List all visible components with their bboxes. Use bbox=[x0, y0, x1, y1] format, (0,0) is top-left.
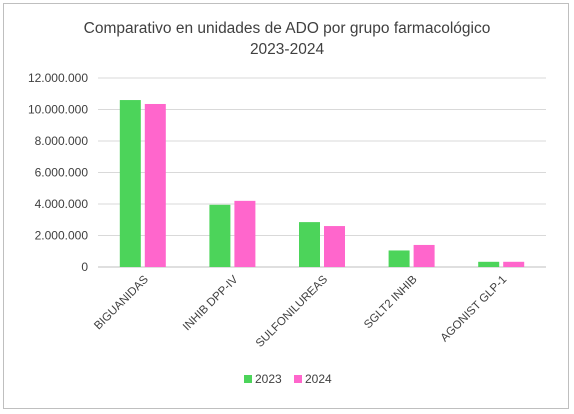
y-tick-label: 4.000.000 bbox=[35, 197, 89, 211]
bar-2023-sglt2-inhib bbox=[388, 250, 410, 267]
x-category-label: SULFONILUREAS bbox=[254, 273, 330, 349]
x-axis-category-labels: BIGUANIDAS INHIB DPP-IV SULFONILUREAS SGLT2… bbox=[92, 273, 509, 349]
bars bbox=[119, 100, 525, 267]
x-category-label: AGONIST GLP-1 bbox=[439, 274, 510, 345]
y-tick-label: 12.000.000 bbox=[28, 71, 88, 85]
bar-2024-sglt2-inhib bbox=[413, 244, 435, 267]
chart-title-line-2: 2023-2024 bbox=[250, 41, 325, 58]
legend: 2023 2024 bbox=[244, 372, 332, 386]
y-axis-tick-labels: 0 2.000.000 4.000.000 6.000.000 8.000.000 10.… bbox=[28, 71, 88, 274]
bar-2024-sulfonilureas bbox=[324, 226, 345, 267]
bar-2024-agonist-glp-1 bbox=[503, 261, 525, 267]
y-tick-label: 10.000.000 bbox=[28, 103, 88, 117]
bar-2023-sulfonilureas bbox=[299, 222, 320, 267]
bar-2023-biguanidas bbox=[119, 100, 141, 267]
y-tick-label: 2.000.000 bbox=[35, 229, 89, 243]
chart-frame bbox=[3, 3, 569, 409]
legend-label-2023: 2023 bbox=[255, 372, 282, 386]
legend-label-2024: 2024 bbox=[305, 372, 332, 386]
bar-2023-agonist-glp-1 bbox=[478, 261, 500, 267]
x-category-label: BIGUANIDAS bbox=[92, 273, 151, 332]
legend-swatch-2023 bbox=[244, 375, 252, 383]
y-tick-label: 0 bbox=[81, 260, 88, 274]
bar-2024-inhib-dpp-iv bbox=[234, 200, 256, 267]
y-tick-label: 8.000.000 bbox=[35, 134, 89, 148]
x-category-label: INHIB DPP-IV bbox=[181, 273, 241, 333]
chart-title-line-1: Comparativo en unidades de ADO por grupo… bbox=[84, 20, 491, 37]
x-category-label: SGLT2 INHIB bbox=[362, 273, 420, 331]
bar-2024-biguanidas bbox=[144, 103, 166, 267]
bar-2023-inhib-dpp-iv bbox=[209, 204, 231, 267]
legend-swatch-2024 bbox=[294, 375, 302, 383]
y-tick-label: 6.000.000 bbox=[35, 166, 89, 180]
gridlines bbox=[98, 77, 546, 268]
